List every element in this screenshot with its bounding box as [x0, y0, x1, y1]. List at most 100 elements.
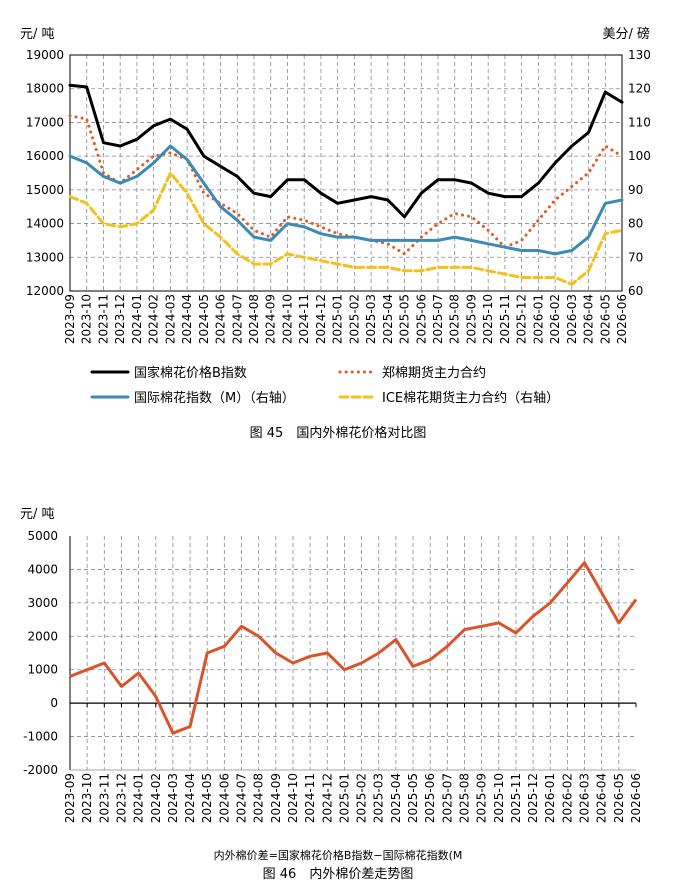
left-y-tick-label: 14000 [26, 217, 64, 231]
x-tick-label: 2024-09 [264, 294, 278, 344]
x-tick-label: 2023-11 [97, 773, 111, 823]
chart1-axes: 12000 13000 14000 15000 16000 17000 18000 19000… [26, 48, 651, 344]
x-tick-label: 2024-10 [286, 773, 300, 823]
x-tick-label: 2025-04 [381, 294, 395, 344]
x-tick-label: 2025-10 [481, 294, 495, 344]
x-tick-label: 2024-07 [230, 294, 244, 344]
right-y-tick-label: 70 [628, 250, 643, 264]
y-tick-label: -2000 [23, 763, 58, 777]
x-tick-label: 2025-01 [331, 294, 345, 344]
x-tick-label: 2026-02 [560, 773, 574, 823]
y-tick-label: 5000 [27, 529, 58, 543]
x-tick-label: 2025-10 [492, 773, 506, 823]
series-line-3 [68, 144, 624, 256]
x-tick-label: 2024-05 [197, 294, 211, 344]
x-tick-label: 2024-01 [132, 773, 146, 823]
x-tick-label: 2024-12 [320, 773, 334, 823]
chart2-subcaption: 内外棉价差=国家棉花价格B指数−国际棉花指数(M [214, 848, 463, 862]
x-tick-label: 2024-11 [303, 773, 317, 823]
left-y-tick-label: 18000 [26, 82, 64, 96]
x-tick-label: 2024-04 [180, 294, 194, 344]
x-tick-label: 2025-11 [509, 773, 523, 823]
left-y-tick-label: 13000 [26, 250, 64, 264]
x-tick-label: 2026-06 [615, 294, 629, 344]
x-tick-label: 2023-09 [63, 294, 77, 344]
chart2-series-lines [69, 561, 638, 735]
series-line-4 [68, 171, 624, 286]
x-tick-label: 2023-11 [96, 294, 110, 344]
x-tick-label: 2024-06 [214, 294, 228, 344]
x-tick-label: 2023-10 [80, 773, 94, 823]
right-y-tick-label: 60 [628, 284, 643, 298]
x-tick-label: 2025-03 [364, 294, 378, 344]
chart2-caption: 图 46 内外棉价差走势图 [263, 866, 414, 882]
x-tick-label: 2024-04 [183, 773, 197, 823]
cotton-price-spread-chart: 元/ 吨 -2000 -1000 0 1000 2000 3000 4000 5000 2023… [20, 507, 643, 882]
right-y-tick-label: 90 [628, 183, 643, 197]
x-tick-label: 2026-05 [598, 294, 612, 344]
x-tick-label: 2025-08 [448, 294, 462, 344]
x-tick-label: 2024-03 [163, 294, 177, 344]
x-tick-label: 2023-12 [113, 294, 127, 344]
x-tick-label: 2023-10 [80, 294, 94, 344]
left-y-tick-label: 15000 [26, 183, 64, 197]
x-tick-label: 2024-01 [130, 294, 144, 344]
chart1-gridlines [70, 55, 622, 291]
x-tick-label: 2025-11 [498, 294, 512, 344]
x-tick-label: 2025-05 [406, 773, 420, 823]
x-tick-label: 2025-09 [464, 294, 478, 344]
series-line-1 [68, 83, 624, 219]
x-tick-label: 2025-02 [347, 294, 361, 344]
left-y-tick-label: 19000 [26, 48, 64, 62]
x-tick-label: 2024-12 [314, 294, 328, 344]
cotton-price-comparison-chart: 元/ 吨 美分/ 磅 12000 13000 14000 15000 16000 1700… [20, 26, 651, 441]
y-tick-label: 3000 [27, 596, 58, 610]
y-tick-label: 4000 [27, 562, 58, 576]
x-tick-label: 2025-02 [355, 773, 369, 823]
x-tick-label: 2026-01 [543, 773, 557, 823]
x-tick-label: 2026-05 [612, 773, 626, 823]
chart1-series-lines [68, 83, 624, 286]
x-tick-label: 2026-02 [548, 294, 562, 344]
x-tick-label: 2025-04 [389, 773, 403, 823]
x-tick-label: 2024-06 [217, 773, 231, 823]
left-axis-unit: 元/ 吨 [20, 27, 55, 42]
x-tick-label: 2025-12 [515, 294, 529, 344]
y-tick-label: 0 [50, 696, 58, 710]
left-y-tick-label: 17000 [26, 115, 64, 129]
x-tick-label: 2025-03 [372, 773, 386, 823]
x-tick-label: 2024-08 [252, 773, 266, 823]
right-y-tick-label: 120 [628, 82, 651, 96]
x-tick-label: 2024-07 [235, 773, 249, 823]
legend-label-4: ICE棉花期货主力合约（右轴） [382, 390, 559, 406]
x-tick-label: 2026-03 [578, 773, 592, 823]
right-axis-unit: 美分/ 磅 [602, 26, 650, 42]
right-y-tick-label: 100 [628, 149, 651, 163]
legend-label-1: 国家棉花价格B指数 [134, 365, 247, 381]
x-tick-label: 2025-05 [398, 294, 412, 344]
right-y-tick-label: 130 [628, 48, 651, 62]
chart1-caption: 图 45 国内外棉花价格对比图 [250, 425, 427, 441]
y-tick-label: 2000 [27, 629, 58, 643]
x-tick-label: 2025-12 [526, 773, 540, 823]
x-tick-label: 2025-07 [440, 773, 454, 823]
x-tick-label: 2024-02 [149, 773, 163, 823]
x-tick-label: 2025-09 [475, 773, 489, 823]
x-tick-label: 2026-03 [565, 294, 579, 344]
x-tick-label: 2025-08 [457, 773, 471, 823]
right-y-tick-label: 110 [628, 115, 651, 129]
chart2-unit: 元/ 吨 [20, 507, 55, 522]
x-tick-label: 2024-09 [269, 773, 283, 823]
x-tick-label: 2025-01 [337, 773, 351, 823]
chart2-gridlines [70, 536, 636, 770]
x-tick-label: 2024-02 [147, 294, 161, 344]
x-tick-label: 2024-10 [280, 294, 294, 344]
x-tick-label: 2024-11 [297, 294, 311, 344]
plot-frame [69, 54, 623, 292]
x-tick-label: 2026-04 [595, 773, 609, 823]
legend-label-3: 国际棉花指数（M）（右轴） [134, 390, 295, 406]
left-y-tick-label: 12000 [26, 284, 64, 298]
x-tick-label: 2024-08 [247, 294, 261, 344]
x-tick-label: 2026-04 [582, 294, 596, 344]
